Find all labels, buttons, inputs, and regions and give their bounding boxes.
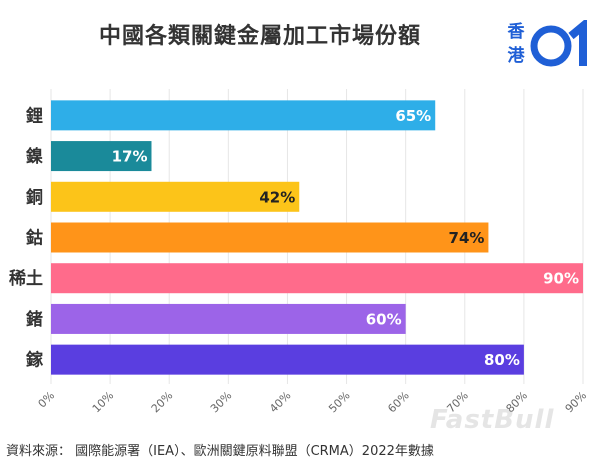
bar-value-label: 65% — [395, 107, 431, 125]
bar — [51, 100, 436, 131]
category-label: 鋰 — [26, 105, 43, 126]
chart-title: 中國各類關鍵金屬加工市場份額 — [98, 24, 421, 49]
bar — [51, 181, 300, 212]
bar-value-label: 60% — [366, 310, 402, 328]
logo-text-line2: 港 — [507, 46, 525, 66]
category-label: 稀土 — [9, 268, 43, 289]
bar-value-label: 17% — [112, 148, 148, 166]
category-label: 鍺 — [25, 309, 43, 330]
logo-text-line1: 香 — [507, 22, 525, 42]
x-tick-label: 10% — [90, 389, 116, 415]
category-label: 鈷 — [26, 228, 43, 249]
x-tick-label: 90% — [563, 389, 589, 415]
bar — [51, 222, 489, 253]
bar-value-label: 74% — [449, 229, 485, 247]
category-label: 銅 — [26, 187, 43, 208]
bar-value-label: 42% — [259, 188, 295, 206]
x-tick-label: 40% — [267, 389, 293, 415]
bar — [51, 303, 406, 334]
source-note: 資料來源： 國際能源署（IEA）、歐洲關鍵原料聯盟（CRMA）2022年數據 — [6, 444, 434, 459]
bar-value-label: 90% — [543, 270, 579, 288]
x-tick-label: 60% — [385, 389, 411, 415]
category-label: 鎵 — [26, 350, 44, 371]
x-tick-label: 20% — [149, 389, 175, 415]
bar — [51, 344, 524, 375]
bar — [51, 263, 583, 294]
bar-value-label: 80% — [484, 351, 520, 369]
x-tick-label: 0% — [36, 389, 58, 411]
bar — [51, 141, 152, 172]
logo-mark-icon — [530, 20, 587, 67]
hk01-logo: 香 港 — [505, 20, 600, 72]
watermark: FastBull — [430, 405, 555, 435]
x-tick-label: 30% — [208, 389, 234, 415]
category-label: 鎳 — [26, 146, 43, 167]
x-tick-label: 50% — [326, 389, 352, 415]
